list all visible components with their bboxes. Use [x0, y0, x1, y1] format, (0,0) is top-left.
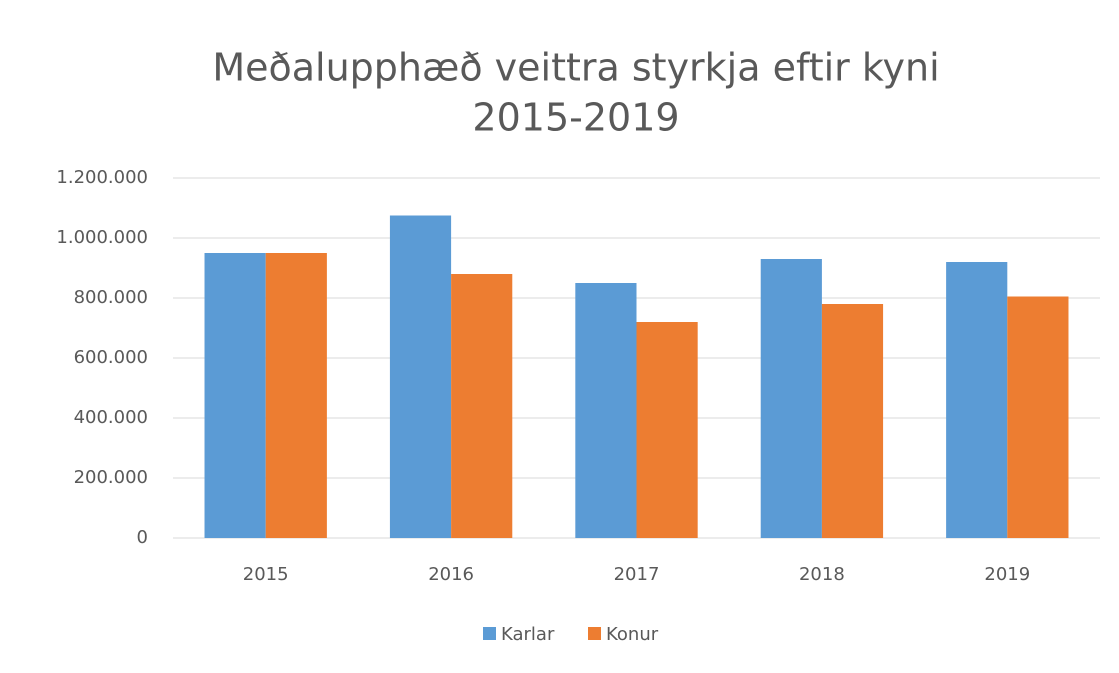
x-tick-label: 2015 — [243, 564, 289, 585]
x-tick-label: 2017 — [614, 564, 660, 585]
chart-title: 2015-2019 — [472, 96, 679, 140]
bar — [821, 304, 884, 538]
y-tick-label: 200.000 — [74, 467, 148, 488]
bar — [389, 215, 452, 538]
x-tick-label: 2018 — [799, 564, 845, 585]
chart-title: Meðalupphæð veittra styrkja eftir kyni — [212, 46, 939, 90]
bar — [265, 253, 327, 538]
bar — [760, 259, 822, 538]
legend-label: Karlar — [501, 624, 555, 645]
y-tick-label: 0 — [137, 527, 148, 548]
legend-swatch — [483, 627, 496, 640]
bar — [204, 253, 266, 538]
y-tick-label: 600.000 — [74, 347, 148, 368]
y-tick-label: 400.000 — [74, 407, 148, 428]
bar — [636, 322, 698, 538]
y-tick-label: 800.000 — [74, 287, 148, 308]
legend-label: Konur — [606, 624, 659, 645]
bar — [575, 283, 637, 538]
y-tick-label: 1.200.000 — [56, 167, 148, 188]
x-tick-label: 2019 — [984, 564, 1030, 585]
y-tick-label: 1.000.000 — [56, 227, 148, 248]
bar — [946, 262, 1008, 538]
bar — [1007, 296, 1069, 538]
bar — [451, 274, 513, 538]
x-tick-label: 2016 — [428, 564, 474, 585]
legend-swatch — [588, 627, 601, 640]
